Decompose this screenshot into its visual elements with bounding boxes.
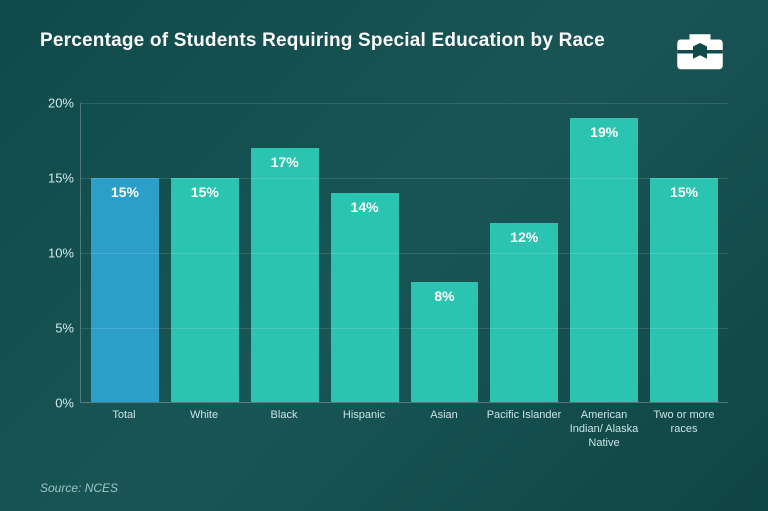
chart-container: Percentage of Students Requiring Special… xyxy=(0,0,768,511)
bar-value-label: 8% xyxy=(434,288,454,304)
x-category-label: Two or more races xyxy=(644,409,724,450)
bar: 19% xyxy=(570,118,638,402)
y-tick-label: 20% xyxy=(34,96,74,111)
source-citation: Source: NCES xyxy=(40,481,118,495)
grid-line xyxy=(81,253,728,254)
bar-value-label: 15% xyxy=(670,184,698,200)
bar: 15% xyxy=(650,178,718,402)
bar: 15% xyxy=(91,178,159,402)
chart-area: 0%5%10%15%20% 15%15%17%14%8%12%19%15% To… xyxy=(62,103,728,463)
header: Percentage of Students Requiring Special… xyxy=(40,30,728,78)
grid-line xyxy=(81,103,728,104)
grid-line xyxy=(81,328,728,329)
chart-title: Percentage of Students Requiring Special… xyxy=(40,30,605,52)
y-axis: 0%5%10%15%20% xyxy=(34,103,74,403)
bar: 8% xyxy=(411,282,479,402)
bar-value-label: 17% xyxy=(271,154,299,170)
bar-value-label: 19% xyxy=(590,124,618,140)
y-tick-label: 15% xyxy=(34,171,74,186)
plot-region: 15% 15% 17% 14% 8% 12% 19% 15% xyxy=(80,103,728,403)
y-tick-label: 0% xyxy=(34,396,74,411)
bar: 14% xyxy=(331,193,399,402)
briefcase-book-icon xyxy=(672,22,728,78)
grid-line xyxy=(81,178,728,179)
y-tick-label: 10% xyxy=(34,246,74,261)
bar-value-label: 15% xyxy=(111,184,139,200)
x-category-label: Asian xyxy=(404,409,484,450)
bar-value-label: 14% xyxy=(351,199,379,215)
bar: 17% xyxy=(251,148,319,402)
x-category-label: American Indian/ Alaska Native xyxy=(564,409,644,450)
x-category-label: White xyxy=(164,409,244,450)
bar: 15% xyxy=(171,178,239,402)
y-tick-label: 5% xyxy=(34,321,74,336)
x-category-label: Pacific Islander xyxy=(484,409,564,450)
bar-value-label: 12% xyxy=(510,229,538,245)
x-category-label: Black xyxy=(244,409,324,450)
x-category-label: Hispanic xyxy=(324,409,404,450)
x-axis-labels: TotalWhiteBlackHispanicAsianPacific Isla… xyxy=(80,409,728,450)
x-category-label: Total xyxy=(84,409,164,450)
bar-value-label: 15% xyxy=(191,184,219,200)
bar: 12% xyxy=(490,223,558,402)
